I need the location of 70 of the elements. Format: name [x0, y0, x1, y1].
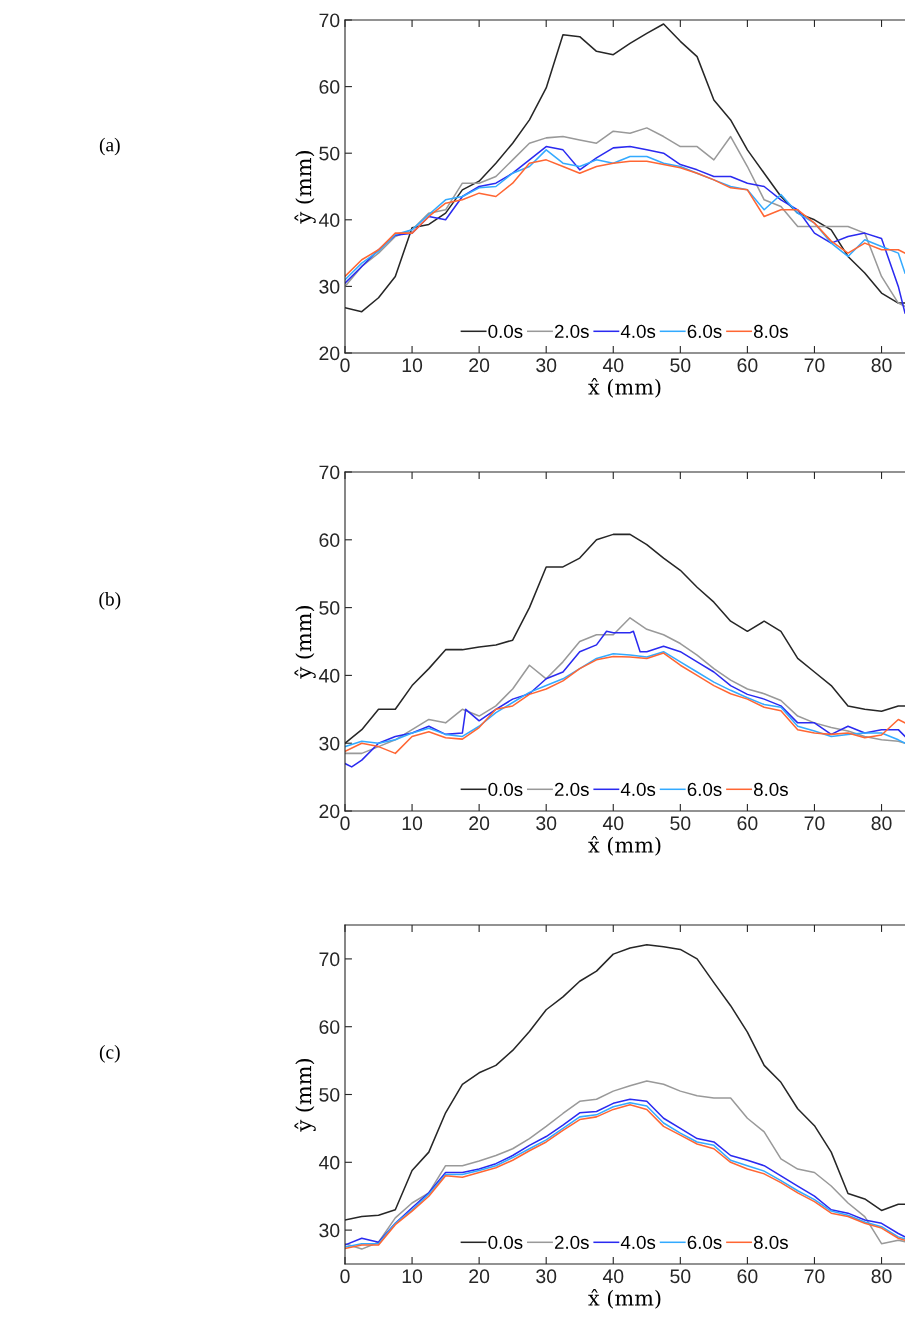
legend-label: 0.0s — [488, 782, 523, 797]
y-tick-label: 50 — [319, 146, 340, 161]
x-tick-label: 80 — [871, 358, 892, 373]
x-tick-label: 30 — [536, 358, 557, 373]
y-tick-label: 70 — [319, 13, 340, 28]
legend-label: 2.0s — [554, 782, 589, 797]
x-tick-label: 0 — [340, 816, 350, 831]
x-tick-label: 20 — [469, 1269, 490, 1284]
y-tick-label: 20 — [319, 804, 340, 819]
x-tick-label: 60 — [737, 1269, 758, 1284]
x-axis-title: x̂ (mm) — [588, 1288, 661, 1309]
y-tick-label: 70 — [319, 465, 340, 480]
x-tick-label: 0 — [340, 358, 350, 373]
y-tick-label: 70 — [319, 952, 340, 967]
text: (a) — [99, 137, 120, 156]
legend-label: 8.0s — [753, 782, 788, 797]
x-tick-label: 50 — [670, 358, 691, 373]
legend-label: 8.0s — [753, 1235, 788, 1250]
legend-label: 6.0s — [687, 324, 722, 339]
x-tick-label: 10 — [402, 816, 423, 831]
x-tick-label: 20 — [469, 816, 490, 831]
y-tick-label: 40 — [318, 1155, 340, 1170]
legend-label: 6.0s — [687, 782, 722, 797]
text: (b) — [99, 592, 121, 610]
y-axis-title: ŷ (mm) — [294, 1059, 316, 1132]
legend-label: 4.0s — [620, 782, 656, 797]
x-tick-label: 60 — [737, 816, 758, 831]
x-tick-label: 70 — [804, 1269, 825, 1284]
x-tick-label: 70 — [804, 358, 825, 373]
legend-label: 0.0s — [488, 324, 523, 339]
line-series — [345, 617, 905, 755]
legend-label: 2.0s — [554, 324, 589, 339]
y-tick-label: 30 — [319, 736, 340, 751]
legend-label: 2.0s — [554, 1235, 589, 1250]
x-tick-label: 70 — [804, 816, 825, 831]
x-tick-label: 30 — [536, 816, 557, 831]
x-tick-label: 30 — [536, 1269, 557, 1284]
text: (c) — [99, 1045, 120, 1063]
y-tick-label: 50 — [319, 1087, 340, 1102]
x-tick-label: 80 — [871, 816, 892, 831]
y-tick-label: 40 — [318, 213, 340, 228]
x-tick-label: 0 — [340, 1269, 350, 1284]
y-tick-label: 60 — [319, 80, 340, 94]
x-axis-title: x̂ (mm) — [588, 835, 661, 856]
x-tick-label: 80 — [871, 1269, 892, 1284]
y-tick-label: 30 — [319, 1223, 340, 1238]
y-tick-label: 60 — [319, 533, 340, 548]
x-tick-label: 60 — [737, 358, 758, 373]
y-axis-title: ŷ (mm) — [294, 151, 316, 224]
y-tick-label: 50 — [319, 601, 340, 615]
legend-label: 8.0s — [753, 324, 788, 339]
x-tick-label: 20 — [469, 358, 490, 373]
legend-label: 0.0s — [488, 1235, 523, 1250]
legend-label: 4.0s — [620, 324, 656, 339]
legend-label: 6.0s — [687, 1235, 722, 1250]
x-tick-label: 40 — [602, 1269, 624, 1284]
y-axis-title: ŷ (mm) — [294, 606, 316, 679]
y-tick-label: 60 — [319, 1020, 340, 1034]
legend-label: 4.0s — [620, 1235, 656, 1250]
line-series — [345, 630, 905, 768]
x-tick-label: 50 — [670, 1269, 691, 1284]
x-tick-label: 40 — [602, 816, 624, 831]
x-tick-label: 50 — [670, 816, 691, 831]
x-axis-title: x̂ (mm) — [588, 377, 661, 398]
x-tick-label: 10 — [402, 358, 423, 373]
y-tick-label: 30 — [319, 279, 340, 294]
y-tick-label: 20 — [319, 346, 340, 361]
x-tick-label: 40 — [602, 358, 624, 373]
y-tick-label: 40 — [318, 668, 340, 683]
x-tick-label: 10 — [402, 1269, 423, 1284]
